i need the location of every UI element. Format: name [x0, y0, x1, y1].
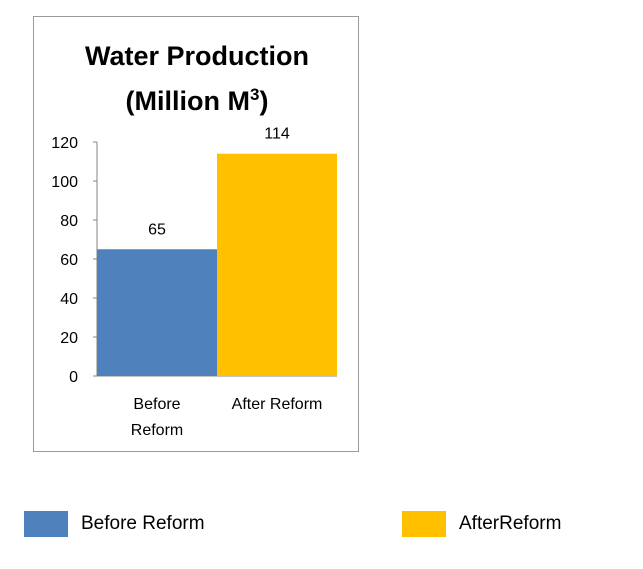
bar	[217, 153, 337, 376]
y-tick-label: 0	[69, 369, 78, 386]
legend-label-before-reform: Before Reform	[81, 513, 205, 534]
chart-svg: Water Production (Million M3) 0 20 40 60 80 1…	[51, 41, 337, 439]
data-label: 114	[264, 126, 290, 143]
y-tick-label: 120	[51, 135, 78, 152]
y-tick-label: 80	[60, 213, 78, 230]
legend-swatch-after-reform	[402, 511, 446, 537]
bar	[97, 249, 217, 376]
chart-title-line-2-main: (Million M	[126, 86, 250, 116]
chart-title-line-2: (Million M3)	[126, 85, 269, 116]
y-tick-label: 60	[60, 252, 78, 269]
y-tick-label: 40	[60, 291, 78, 308]
category-label: After Reform	[232, 396, 323, 413]
legend-label-after-reform: AfterReform	[459, 513, 562, 534]
chart-title-superscript: 3	[250, 85, 259, 104]
legend-item-before-reform: Before Reform	[24, 510, 205, 538]
chart-title-line-1: Water Production	[85, 41, 309, 71]
category-labels: Before Reform After Reform	[131, 396, 323, 439]
legend-item-after-reform: AfterReform	[402, 510, 561, 538]
y-tick-label: 100	[51, 174, 78, 191]
data-label: 65	[148, 221, 166, 238]
y-tick-label: 20	[60, 330, 78, 347]
bars	[97, 153, 337, 376]
y-axis: 0 20 40 60 80 100 120	[51, 135, 337, 386]
data-labels: 65 114	[148, 126, 290, 239]
chart-title-closing: )	[259, 86, 268, 116]
legend-swatch-before-reform	[24, 511, 68, 537]
category-label: Before	[133, 396, 180, 413]
chart-frame: Water Production (Million M3) 0 20 40 60 80 1…	[33, 16, 359, 452]
category-label: Reform	[131, 422, 183, 439]
